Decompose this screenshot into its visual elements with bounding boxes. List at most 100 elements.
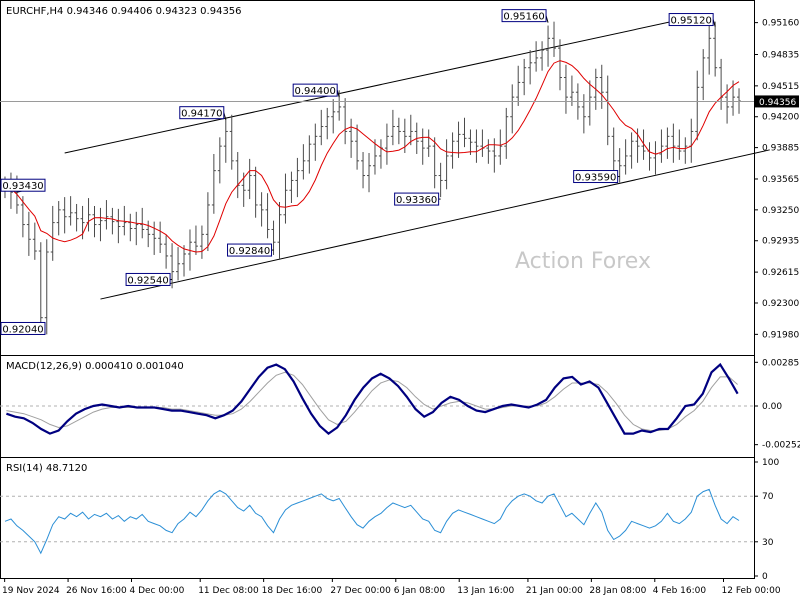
current-price-value: 0.94356 <box>759 98 796 108</box>
pivot-label: 0.94170 <box>179 106 227 120</box>
rsi-panel <box>0 488 754 555</box>
price-bar <box>641 129 646 160</box>
price-bar <box>211 153 216 214</box>
price-bar <box>534 41 539 72</box>
pivot-label: 0.94400 <box>292 83 340 98</box>
price-bar <box>283 173 288 224</box>
price-bar <box>199 225 204 259</box>
price-bar <box>683 137 688 164</box>
rsi-title: RSI(14) 48.7120 <box>6 463 87 474</box>
price-bar <box>98 207 103 242</box>
price-bar <box>68 196 73 226</box>
price-bar <box>510 84 515 134</box>
pivot-box <box>668 13 714 27</box>
price-bar <box>474 129 479 163</box>
price-bar <box>140 207 145 239</box>
price-bar <box>378 139 383 169</box>
price-bar <box>396 117 401 145</box>
price-bar <box>408 114 413 146</box>
price-bar <box>659 129 664 163</box>
price-tick-label: 0.91980 <box>762 330 799 340</box>
pivot-label: 0.92540 <box>125 272 173 286</box>
price-bar <box>104 200 109 230</box>
price-bar <box>289 171 294 203</box>
price-bar <box>122 205 127 236</box>
price-bar <box>337 90 342 121</box>
price-bar <box>611 127 616 174</box>
pivot-label: 0.95120 <box>668 13 716 27</box>
price-bar <box>629 132 634 169</box>
macd-tick-label: 0.00285 <box>762 358 799 368</box>
axes: 0.95160 0.94835 0.94515 0.94200 0.93885 0.935… <box>2 19 800 596</box>
price-bar <box>719 58 724 110</box>
price-bar <box>647 142 652 171</box>
price-bar <box>653 141 658 175</box>
price-bar <box>50 205 55 261</box>
price-bar <box>707 25 712 75</box>
macd-tick-label: 0.00 <box>762 402 782 412</box>
price-bar <box>38 242 43 331</box>
price-bar <box>170 243 175 289</box>
pivot-value: 0.95120 <box>670 16 711 27</box>
price-bar <box>569 75 574 106</box>
price-bar <box>695 70 700 141</box>
price-bar <box>182 245 187 277</box>
price-bar <box>271 220 276 255</box>
price-bar <box>205 192 210 252</box>
current-price-badge: 0.94356 <box>755 95 799 108</box>
price-tick-label: 0.93885 <box>762 144 799 154</box>
channel-lower-line <box>100 149 769 300</box>
rsi-tick-label: 100 <box>762 458 779 468</box>
price-bar <box>217 137 222 184</box>
pivot-label: 0.95160 <box>501 9 549 23</box>
price-bar <box>229 114 234 170</box>
time-tick-label: 19 Nov 2024 <box>2 586 60 596</box>
price-bar <box>176 247 181 281</box>
price-bar <box>432 137 437 189</box>
price-bar <box>372 139 377 175</box>
price-bar <box>557 39 562 91</box>
price-bar <box>235 152 240 199</box>
channel-upper-line <box>64 14 704 154</box>
price-tick-label: 0.93250 <box>762 206 799 216</box>
price-bar <box>552 21 557 57</box>
current-price-box <box>755 95 799 108</box>
price-bar <box>563 64 568 114</box>
time-tick-label: 13 Jan 16:00 <box>457 586 514 596</box>
pivot-box <box>501 9 547 23</box>
price-bar <box>516 65 521 106</box>
rsi-line <box>4 488 740 555</box>
price-bar <box>325 107 330 140</box>
price-bar <box>307 135 312 174</box>
price-bar <box>689 118 694 163</box>
price-bar <box>546 25 551 67</box>
rsi-tick-label: 0 <box>762 572 768 582</box>
price-bar <box>277 202 282 259</box>
pivot-box <box>125 272 171 286</box>
price-tick-label: 0.92615 <box>762 268 799 278</box>
pivot-value: 0.92540 <box>127 275 168 286</box>
time-tick-label: 6 Jan 08:00 <box>394 586 446 596</box>
pivot-value: 0.92040 <box>2 324 43 335</box>
price-bar <box>420 128 425 165</box>
price-bar <box>223 118 228 163</box>
price-bar <box>617 148 622 183</box>
price-bar <box>426 129 431 157</box>
price-bar <box>158 221 163 253</box>
chart-frame <box>0 0 755 579</box>
price-bar <box>349 118 354 158</box>
price-bar <box>110 207 115 235</box>
moving-average-line <box>4 60 740 253</box>
price-tick-label: 0.94515 <box>762 82 799 92</box>
price-bar <box>164 235 169 269</box>
pivot-box <box>292 83 338 97</box>
pivot-value: 0.93590 <box>575 173 616 184</box>
pivot-box <box>227 243 273 257</box>
pivot-value: 0.92840 <box>229 246 270 257</box>
time-tick-label: 18 Dec 16:00 <box>262 586 323 596</box>
rsi-tick-label: 70 <box>762 492 774 502</box>
price-panel: 0.93430 0.92040 0.92540 0.94170 0.92840 0.944… <box>0 9 769 335</box>
price-bar <box>492 138 497 173</box>
price-bar <box>731 80 736 116</box>
